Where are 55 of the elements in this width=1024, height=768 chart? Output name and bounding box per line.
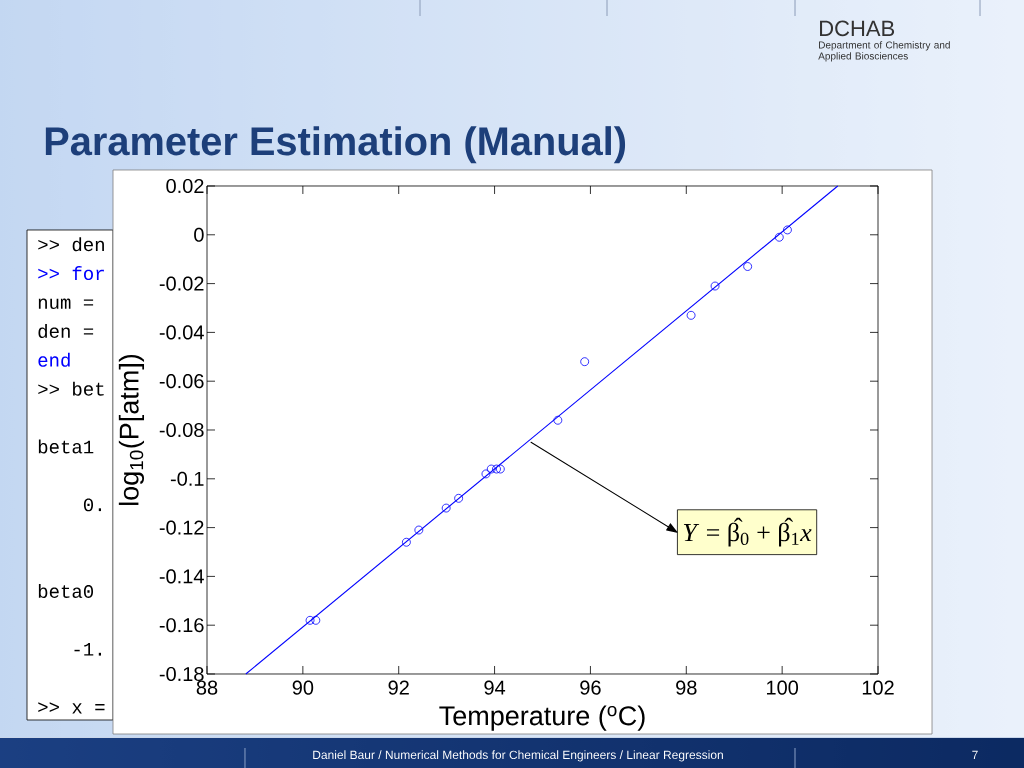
text: 0. (83, 498, 101, 512)
text: Daniel Baur / Numerical Methods for Chemical Engineers / Linear Regression (313, 750, 723, 762)
point (553, 415, 563, 425)
text: >> den (38, 237, 104, 252)
point (305, 615, 315, 625)
x-tick-label: 102 (862, 680, 894, 695)
point (441, 503, 451, 513)
x-tick-label: 96 (580, 680, 601, 695)
y-tick-label: -0.1 (170, 471, 204, 486)
text: >> bet (38, 381, 104, 396)
x-tick-label: 94 (484, 680, 506, 695)
text: Department of Chemistry and Applied Biosciences (818, 41, 950, 62)
text: end (38, 352, 70, 367)
y-tick-label: -0.12 (159, 520, 204, 535)
point (492, 464, 501, 474)
x-axis-title: Temperature ($^{o}$C) (439, 705, 645, 731)
y-tick-label: 0.02 (166, 178, 204, 194)
y-tick-label: -0.16 (159, 618, 204, 633)
y-tick-label: -0.02 (159, 276, 204, 291)
y-tick-label: 0 (194, 227, 204, 242)
y-tick-label: -0.08 (159, 422, 204, 438)
text: -1. (74, 643, 101, 656)
y-tick-label: -0.04 (159, 325, 204, 340)
text: 7 (972, 750, 978, 759)
y-tick-label: -0.14 (159, 569, 204, 584)
point (454, 493, 464, 503)
point (401, 537, 411, 547)
point (414, 525, 424, 535)
chart-title: Parameter Estimation (Manual) (45, 126, 626, 164)
point (495, 464, 505, 474)
text: >> x = (38, 702, 105, 714)
point (783, 225, 792, 235)
text: beta0 (38, 584, 94, 598)
point (743, 262, 753, 271)
y-tick-label: -0.18 (159, 666, 204, 682)
point (311, 615, 321, 625)
x-tick-label: 90 (292, 680, 314, 695)
point (486, 464, 496, 474)
point (580, 357, 590, 367)
text: num = (38, 298, 94, 309)
text: den = (38, 323, 94, 338)
x-tick-label: 88 (196, 680, 218, 695)
point (710, 281, 720, 291)
point (686, 310, 696, 320)
x-tick-label: 92 (388, 680, 409, 695)
annotation: Y = β̂$_{0}$ + β̂$_{1}$x (683, 517, 812, 547)
x-tick-label: 98 (676, 680, 697, 695)
text: DCHAB (820, 20, 895, 37)
point (481, 469, 491, 479)
text: beta1 (38, 439, 94, 454)
y-axis-title: log$_{10}$(P[atm]) (118, 354, 145, 505)
text: >> for (38, 266, 104, 281)
point (774, 232, 784, 242)
y-tick-label: -0.06 (159, 374, 204, 389)
x-tick-label: 100 (766, 680, 799, 695)
